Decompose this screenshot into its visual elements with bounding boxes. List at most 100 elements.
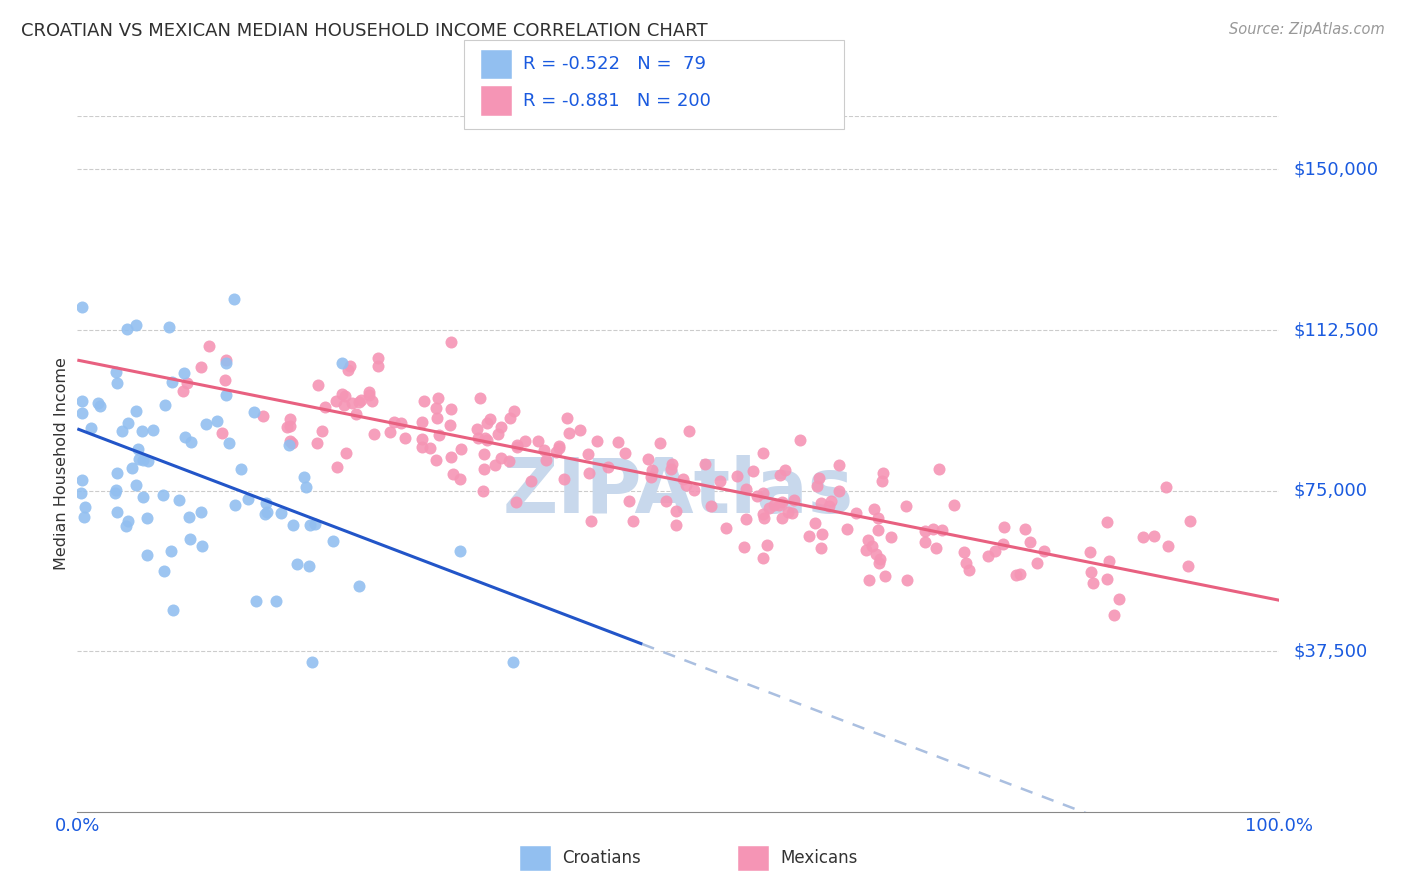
Text: Mexicans: Mexicans bbox=[780, 849, 858, 867]
Point bbox=[117, 417, 139, 431]
Point bbox=[131, 424, 153, 438]
Point bbox=[105, 376, 128, 390]
Point bbox=[661, 457, 683, 471]
Point bbox=[797, 529, 820, 543]
Point bbox=[467, 431, 489, 445]
Point bbox=[520, 474, 543, 488]
Point bbox=[734, 511, 756, 525]
Point bbox=[661, 462, 683, 476]
Point bbox=[1010, 567, 1032, 582]
Point bbox=[1005, 567, 1028, 582]
Point bbox=[873, 569, 896, 583]
Point bbox=[472, 461, 495, 475]
Point bbox=[621, 514, 644, 528]
Point bbox=[69, 486, 91, 500]
Point bbox=[806, 479, 828, 493]
Point bbox=[105, 505, 128, 519]
Point bbox=[1098, 554, 1121, 568]
Point bbox=[752, 511, 775, 525]
Point bbox=[426, 391, 449, 405]
Point bbox=[468, 391, 491, 405]
Point bbox=[347, 579, 370, 593]
Point bbox=[394, 431, 416, 445]
Point bbox=[172, 384, 194, 399]
Y-axis label: Median Household Income: Median Household Income bbox=[53, 358, 69, 570]
Point bbox=[866, 511, 889, 525]
Point bbox=[114, 519, 136, 533]
Point bbox=[477, 416, 499, 430]
Point bbox=[640, 470, 662, 484]
Point bbox=[335, 446, 357, 460]
Point bbox=[870, 474, 893, 488]
Point bbox=[513, 434, 536, 448]
Point bbox=[70, 406, 93, 420]
Point bbox=[695, 457, 717, 471]
Point bbox=[153, 565, 176, 579]
Point bbox=[127, 442, 149, 456]
Point bbox=[506, 441, 529, 455]
Point bbox=[534, 453, 557, 467]
Point bbox=[357, 388, 380, 402]
Point bbox=[568, 423, 591, 437]
Point bbox=[336, 363, 359, 377]
Point bbox=[845, 507, 868, 521]
Text: R = -0.522   N =  79: R = -0.522 N = 79 bbox=[523, 55, 706, 73]
Point bbox=[440, 450, 463, 464]
Point bbox=[585, 434, 607, 449]
Point bbox=[136, 454, 159, 468]
Point bbox=[256, 505, 278, 519]
Point bbox=[367, 351, 389, 365]
Text: $112,500: $112,500 bbox=[1294, 321, 1379, 339]
Point bbox=[264, 594, 287, 608]
Point bbox=[153, 398, 176, 412]
Text: Source: ZipAtlas.com: Source: ZipAtlas.com bbox=[1229, 22, 1385, 37]
Point bbox=[502, 655, 524, 669]
Point bbox=[70, 393, 93, 408]
Point bbox=[117, 322, 139, 336]
Point bbox=[440, 402, 463, 417]
Point bbox=[499, 410, 522, 425]
Point bbox=[215, 353, 238, 368]
Point bbox=[555, 410, 578, 425]
Point bbox=[425, 401, 447, 415]
Point bbox=[87, 396, 110, 410]
Point bbox=[333, 398, 356, 412]
Point bbox=[104, 483, 127, 497]
Point bbox=[489, 420, 512, 434]
Point bbox=[75, 500, 97, 515]
Point bbox=[330, 355, 353, 369]
Point bbox=[752, 486, 775, 500]
Point bbox=[179, 533, 201, 547]
Point bbox=[953, 545, 976, 559]
Point bbox=[340, 396, 363, 410]
Point bbox=[1157, 539, 1180, 553]
Point bbox=[472, 447, 495, 461]
Point bbox=[576, 447, 599, 461]
Point bbox=[125, 318, 148, 332]
Point bbox=[89, 399, 111, 413]
Point bbox=[70, 300, 93, 314]
Point bbox=[285, 557, 308, 571]
Point bbox=[810, 496, 832, 510]
Point bbox=[278, 434, 301, 449]
Point bbox=[914, 524, 936, 538]
Point bbox=[735, 482, 758, 496]
Point bbox=[810, 541, 832, 556]
Point bbox=[344, 408, 367, 422]
Point bbox=[439, 418, 461, 433]
Point bbox=[505, 495, 527, 509]
Point bbox=[868, 523, 890, 537]
Text: $37,500: $37,500 bbox=[1294, 642, 1368, 660]
Point bbox=[197, 339, 219, 353]
Point bbox=[808, 470, 831, 484]
Point bbox=[1078, 545, 1101, 559]
Point bbox=[856, 533, 879, 547]
Point bbox=[281, 436, 304, 450]
Point bbox=[326, 460, 349, 475]
Point bbox=[382, 415, 405, 429]
Point bbox=[558, 426, 581, 441]
Point bbox=[1102, 607, 1125, 622]
Point bbox=[180, 434, 202, 449]
Point bbox=[1026, 557, 1049, 571]
Point bbox=[218, 436, 240, 450]
